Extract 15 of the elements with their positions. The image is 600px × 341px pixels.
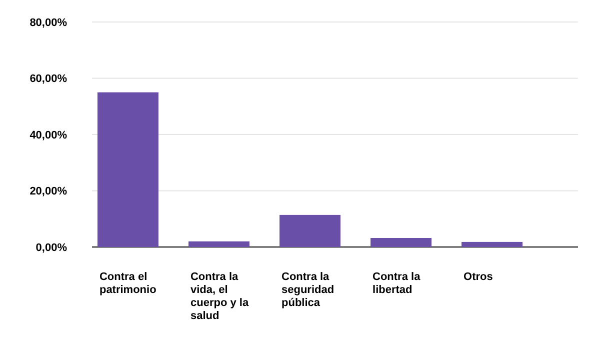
bar [370, 238, 432, 247]
x-tick-label: Contra la seguridad pública [282, 271, 334, 309]
x-tick-label: Contra la libertad [372, 271, 422, 296]
bar [280, 214, 340, 247]
x-tick-label: Contra la vida, el cuerpo y la salud [190, 271, 250, 322]
y-tick-label: 60,00% [30, 73, 68, 86]
bar [188, 241, 250, 247]
x-tick-label: Contra el patrimonio [99, 271, 157, 296]
bar [462, 242, 523, 247]
y-tick-label: 80,00% [30, 16, 68, 29]
y-tick-label: 20,00% [30, 186, 68, 198]
y-tick-label: 0,00% [36, 242, 68, 254]
x-tick-label: Otros [464, 271, 493, 283]
bar [97, 92, 158, 247]
y-tick-label: 40,00% [30, 129, 68, 142]
